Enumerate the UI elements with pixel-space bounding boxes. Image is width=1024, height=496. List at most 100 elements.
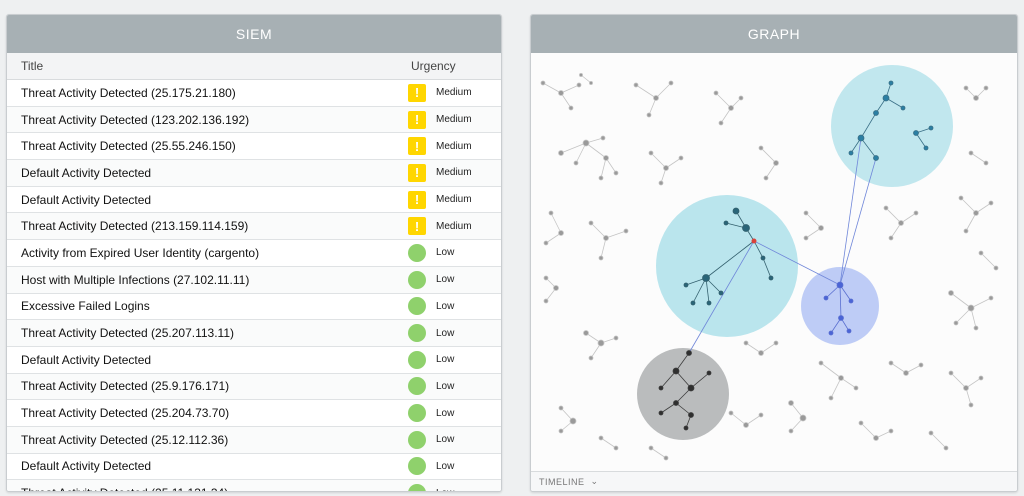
cyan-cluster-large[interactable] xyxy=(656,195,798,337)
blue-cluster[interactable] xyxy=(801,267,879,345)
timeline-bar[interactable]: TIMELINE ⌄ xyxy=(531,471,1017,491)
table-row[interactable]: Activity from Expired User Identity (car… xyxy=(7,240,501,267)
graph-title: GRAPH xyxy=(747,26,801,42)
urgency-label: Medium xyxy=(436,167,472,179)
low-dot-icon xyxy=(408,404,426,423)
cyan-cluster-top[interactable] xyxy=(831,65,953,187)
gray-cluster[interactable] xyxy=(637,348,729,440)
row-urgency: ! Medium xyxy=(408,110,472,129)
urgency-label: Medium xyxy=(436,87,472,99)
row-urgency: ! Medium xyxy=(408,217,472,236)
urgency-label: Low xyxy=(436,300,455,312)
urgency-label: Low xyxy=(436,274,455,286)
table-row[interactable]: Threat Activity Detected (25.9.176.171) L… xyxy=(7,373,501,401)
table-row[interactable]: Default Activity Detected ! Medium xyxy=(7,160,501,187)
row-urgency: ! Medium xyxy=(408,163,472,182)
row-title[interactable]: Threat Activity Detected (25.175.21.180) xyxy=(21,85,236,100)
graph-panel: GRAPH xyxy=(530,14,1018,492)
low-dot-icon xyxy=(408,457,426,476)
row-title[interactable]: Default Activity Detected xyxy=(21,165,152,180)
low-dot-icon xyxy=(408,430,426,449)
row-title[interactable]: Default Activity Detected xyxy=(21,459,152,474)
low-dot-icon xyxy=(408,243,426,262)
row-urgency: Low xyxy=(408,404,455,423)
exclamation-icon: ! xyxy=(408,137,426,156)
row-urgency: Low xyxy=(408,297,455,316)
table-row[interactable]: Threat Activity Detected (213.159.114.15… xyxy=(7,213,501,241)
table-row[interactable]: Default Activity Detected Low xyxy=(7,346,501,374)
low-dot-icon xyxy=(408,297,426,316)
row-title[interactable]: Default Activity Detected xyxy=(21,352,152,367)
urgency-label: Medium xyxy=(436,114,472,126)
row-urgency: Low xyxy=(408,457,455,476)
siem-header: SIEM xyxy=(7,15,501,53)
urgency-label: Low xyxy=(436,460,455,472)
row-title[interactable]: Threat Activity Detected (25.207.113.11) xyxy=(21,326,235,341)
row-title[interactable]: Threat Activity Detected (123.202.136.19… xyxy=(21,112,250,127)
row-urgency: Low xyxy=(408,324,455,343)
row-urgency: ! Medium xyxy=(408,83,472,102)
table-row[interactable]: Default Activity Detected! Medium xyxy=(7,186,501,214)
urgency-label: Low xyxy=(436,434,455,446)
top-cluster-nodes xyxy=(848,80,934,161)
row-title[interactable]: Default Activity Detected xyxy=(21,192,152,207)
timeline-label[interactable]: TIMELINE xyxy=(539,476,585,487)
exclamation-icon: ! xyxy=(408,217,426,236)
table-row[interactable]: Threat Activity Detected (25.207.113.11)… xyxy=(7,320,501,347)
row-title[interactable]: Host with Multiple Infections (27.102.11… xyxy=(21,272,250,287)
graph-header: GRAPH xyxy=(531,15,1017,53)
urgency-label: Low xyxy=(436,327,455,339)
siem-title: SIEM xyxy=(235,26,273,42)
exclamation-icon: ! xyxy=(408,190,426,209)
row-urgency: Low xyxy=(408,484,454,491)
table-row[interactable]: Threat Activity Detected (123.202.136.19… xyxy=(7,106,501,134)
low-dot-icon xyxy=(408,484,426,491)
large-cluster-nodes xyxy=(683,207,774,306)
low-dot-icon xyxy=(408,324,426,343)
chevron-down-icon[interactable]: ⌄ xyxy=(590,476,599,486)
urgency-label: Low xyxy=(436,354,455,366)
urgency-label: Medium xyxy=(436,194,472,206)
cluster-links xyxy=(688,137,877,354)
urgency-label: Low xyxy=(436,488,454,491)
column-urgency[interactable]: Urgency xyxy=(411,59,456,73)
table-row[interactable]: Threat Activity Detected (25.175.21.180)… xyxy=(7,80,501,107)
row-urgency: Low xyxy=(408,243,454,262)
row-title[interactable]: Threat Activity Detected (213.159.114.15… xyxy=(21,219,249,234)
row-urgency: ! Medium xyxy=(408,137,472,156)
siem-column-header: Title Urgency xyxy=(7,53,501,80)
table-row[interactable]: Host with Multiple Infections (27.102.11… xyxy=(7,266,501,294)
urgency-label: Low xyxy=(436,407,455,419)
table-row[interactable]: Excessive Failed Logins Low xyxy=(7,293,501,321)
low-dot-icon xyxy=(408,350,426,369)
table-row[interactable]: Threat Activity Detected (25.204.73.70) L… xyxy=(7,400,501,427)
siem-panel: SIEM Title Urgency Threat Activity Detec… xyxy=(6,14,502,492)
row-title[interactable]: Threat Activity Detected (25.12.112.36) xyxy=(21,432,229,447)
exclamation-icon: ! xyxy=(408,83,426,102)
gray-cluster-nodes xyxy=(658,350,712,431)
row-title[interactable]: Excessive Failed Logins xyxy=(21,299,150,314)
row-title[interactable]: Threat Activity Detected (25.9.176.171) xyxy=(21,379,230,394)
row-urgency: Low xyxy=(408,270,455,289)
alert-node[interactable] xyxy=(751,238,757,244)
urgency-label: Medium xyxy=(436,220,472,232)
row-urgency: Low xyxy=(408,377,455,396)
row-title[interactable]: Activity from Expired User Identity (car… xyxy=(21,245,260,260)
row-title[interactable]: Threat Activity Detected (25.204.73.70) xyxy=(21,406,230,421)
row-urgency: ! Medium xyxy=(408,190,472,209)
table-row[interactable]: Threat Activity Detected (25.55.246.150)… xyxy=(7,133,501,161)
exclamation-icon: ! xyxy=(408,110,426,129)
row-title[interactable]: Threat Activity Detected (25.55.246.150) xyxy=(21,139,236,154)
low-dot-icon xyxy=(408,377,426,396)
table-row[interactable]: Default Activity Detected Low xyxy=(7,453,501,481)
urgency-label: Low xyxy=(436,380,455,392)
background-clusters xyxy=(540,72,999,461)
table-row[interactable]: Threat Activity Detected (25.12.112.36) L… xyxy=(7,426,501,454)
urgency-label: Medium xyxy=(436,140,472,152)
table-row[interactable]: Threat Activity Detected (25.11.131.34) L… xyxy=(7,480,501,491)
graph-canvas[interactable] xyxy=(531,53,1017,471)
row-title[interactable]: Threat Activity Detected (25.11.131.34) xyxy=(7,486,408,491)
column-title[interactable]: Title xyxy=(21,59,44,73)
network-graph[interactable] xyxy=(531,53,1017,471)
row-urgency: Low xyxy=(408,430,455,449)
